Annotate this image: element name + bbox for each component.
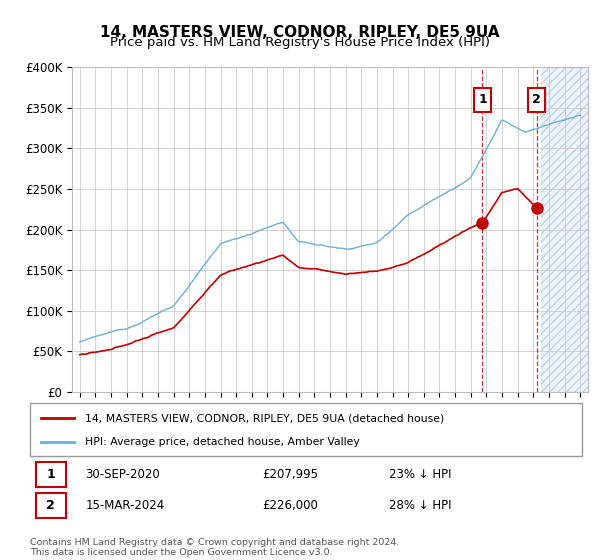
Text: 1: 1 [478, 93, 487, 106]
Text: 14, MASTERS VIEW, CODNOR, RIPLEY, DE5 9UA: 14, MASTERS VIEW, CODNOR, RIPLEY, DE5 9U… [100, 25, 500, 40]
Text: HPI: Average price, detached house, Amber Valley: HPI: Average price, detached house, Ambe… [85, 436, 360, 446]
Text: Price paid vs. HM Land Registry's House Price Index (HPI): Price paid vs. HM Land Registry's House … [110, 36, 490, 49]
Text: 23% ↓ HPI: 23% ↓ HPI [389, 468, 451, 481]
Text: 28% ↓ HPI: 28% ↓ HPI [389, 499, 451, 512]
Text: £226,000: £226,000 [262, 499, 318, 512]
Bar [541, 67, 600, 392]
Text: Contains HM Land Registry data © Crown copyright and database right 2024.
This d: Contains HM Land Registry data © Crown c… [30, 538, 400, 557]
Text: £207,995: £207,995 [262, 468, 318, 481]
Text: 2: 2 [532, 93, 541, 106]
Text: 15-MAR-2024: 15-MAR-2024 [85, 499, 164, 512]
Bar [35, 463, 66, 487]
Text: 30-SEP-2020: 30-SEP-2020 [85, 468, 160, 481]
Text: 1: 1 [46, 468, 55, 481]
Bar [528, 87, 545, 112]
Text: 14, MASTERS VIEW, CODNOR, RIPLEY, DE5 9UA (detached house): 14, MASTERS VIEW, CODNOR, RIPLEY, DE5 9U… [85, 413, 445, 423]
Bar [474, 87, 491, 112]
Bar [541, 67, 600, 392]
Text: 2: 2 [46, 499, 55, 512]
Bar [35, 493, 66, 517]
